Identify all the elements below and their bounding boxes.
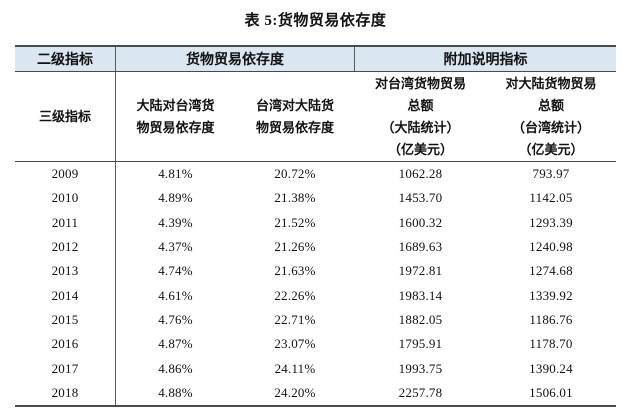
value-cell: 1453.70 — [398, 190, 443, 206]
table-row: 2017 4.86% 24.11% 1993.75 1390.24 — [15, 356, 616, 381]
table-row: 2012 4.37% 21.26% 1689.63 1240.98 — [15, 234, 616, 260]
value-cell: 793.97 — [532, 166, 570, 182]
header-line: （大陆统计） — [381, 119, 460, 135]
value-cell: 4.89% — [158, 190, 193, 206]
value-cell: 1390.24 — [529, 360, 573, 376]
header-cell-trade-total-taiwan-stat: 对大陆货物贸易 总额 （台湾统计） （亿美元） — [486, 72, 616, 161]
value-cell: 1178.70 — [529, 336, 573, 352]
header-line: 物贸易依存度 — [136, 119, 215, 135]
header-cell-trade-total-mainland-stat: 对台湾货物贸易 总额 （大陆统计） （亿美元） — [355, 72, 486, 161]
value-cell: 21.52% — [274, 214, 316, 230]
table-row: 2015 4.76% 22.71% 1882.05 1186.76 — [15, 307, 616, 333]
value-cell: 21.63% — [274, 263, 316, 279]
header-line: 对大陆货物贸易 — [505, 75, 597, 91]
value-cell: 1972.81 — [398, 263, 443, 279]
header-line: 总额 — [537, 97, 564, 113]
header-cell-level2-label: 二级指标 — [15, 47, 116, 71]
value-cell: 1993.75 — [398, 360, 443, 376]
header-line: （台湾统计） — [511, 119, 590, 135]
value-cell: 1274.68 — [529, 263, 573, 279]
year-cell: 2010 — [15, 186, 116, 211]
year-cell: 2016 — [15, 332, 116, 357]
value-cell: 2257.78 — [398, 384, 443, 400]
value-cell: 4.76% — [158, 311, 193, 327]
table-row: 2009 4.81% 20.72% 1062.28 793.97 — [15, 162, 616, 187]
header-line: 物贸易依存度 — [255, 119, 334, 135]
year-cell: 2012 — [15, 234, 116, 260]
year-cell: 2015 — [15, 307, 116, 333]
value-cell: 1339.92 — [529, 287, 573, 303]
header-line: （亿美元） — [387, 141, 453, 157]
year-cell: 2018 — [15, 380, 116, 405]
value-cell: 22.71% — [274, 311, 316, 327]
table-row: 2011 4.39% 21.52% 1600.32 1293.39 — [15, 210, 616, 235]
header-line: 总额 — [407, 97, 434, 113]
value-cell: 1689.63 — [398, 239, 443, 255]
header-cell-level3-label: 三级指标 — [15, 72, 116, 161]
year-cell: 2014 — [15, 283, 116, 308]
header-line: 台湾对大陆货 — [255, 97, 334, 113]
value-cell: 23.07% — [274, 336, 316, 352]
value-cell: 4.39% — [158, 214, 193, 230]
header-cell-mainland-dependence-on-taiwan: 大陆对台湾货 物贸易依存度 — [116, 72, 235, 161]
header-line: 对台湾货物贸易 — [374, 75, 466, 91]
value-cell: 4.37% — [158, 239, 193, 255]
value-cell: 1062.28 — [398, 166, 443, 182]
year-cell: 2017 — [15, 356, 116, 381]
value-cell: 1882.05 — [398, 311, 443, 327]
header-line: 大陆对台湾货 — [136, 97, 215, 113]
table-row: 2013 4.74% 21.63% 1972.81 1274.68 — [15, 259, 616, 284]
value-cell: 1600.32 — [398, 214, 443, 230]
header-row-level3: 三级指标 大陆对台湾货 物贸易依存度 台湾对大陆货 物贸易依存度 对台湾货物贸易… — [15, 72, 616, 162]
value-cell: 1293.39 — [529, 214, 573, 230]
table-row: 2018 4.88% 24.20% 2257.78 1506.01 — [15, 380, 616, 405]
table-row: 2010 4.89% 21.38% 1453.70 1142.05 — [15, 186, 616, 211]
value-cell: 21.38% — [274, 190, 316, 206]
value-cell: 1983.14 — [398, 287, 443, 303]
value-cell: 22.26% — [274, 287, 316, 303]
value-cell: 4.81% — [158, 166, 193, 182]
header-cell-additional-indicators: 附加说明指标 — [443, 53, 528, 68]
year-cell: 2013 — [15, 259, 116, 284]
value-cell: 1142.05 — [529, 190, 573, 206]
table-row: 2014 4.61% 22.26% 1983.14 1339.92 — [15, 283, 616, 308]
value-cell: 1240.98 — [529, 239, 573, 255]
value-cell: 1186.76 — [529, 311, 573, 327]
header-row-level2: 二级指标 货物贸易依存度 附加说明指标 — [15, 47, 616, 72]
value-cell: 1506.01 — [529, 384, 573, 400]
value-cell: 4.61% — [158, 287, 193, 303]
value-cell: 4.74% — [158, 263, 193, 279]
header-cell-taiwan-dependence-on-mainland: 台湾对大陆货 物贸易依存度 — [235, 72, 355, 161]
value-cell: 4.88% — [158, 384, 193, 400]
table-body: 2009 4.81% 20.72% 1062.28 793.97 2010 4.89% 21.… — [15, 162, 616, 405]
value-cell: 21.26% — [274, 239, 316, 255]
header-line: （亿美元） — [518, 141, 584, 157]
year-cell: 2009 — [15, 162, 116, 187]
table-title: 表 5:货物贸易依存度 — [244, 13, 387, 29]
value-cell: 4.86% — [158, 360, 193, 376]
table-row: 2016 4.87% 23.07% 1795.91 1178.70 — [15, 332, 616, 357]
header-cell-goods-trade-dependence: 货物贸易依存度 — [116, 47, 355, 71]
value-cell: 20.72% — [274, 166, 316, 182]
value-cell: 1795.91 — [398, 336, 443, 352]
value-cell: 4.87% — [158, 336, 193, 352]
year-cell: 2011 — [15, 210, 116, 235]
value-cell: 24.20% — [274, 384, 316, 400]
value-cell: 24.11% — [274, 360, 316, 376]
trade-dependence-table: 二级指标 货物贸易依存度 附加说明指标 三级指标 大陆对台湾货 物贸易依存度 台… — [15, 45, 616, 407]
